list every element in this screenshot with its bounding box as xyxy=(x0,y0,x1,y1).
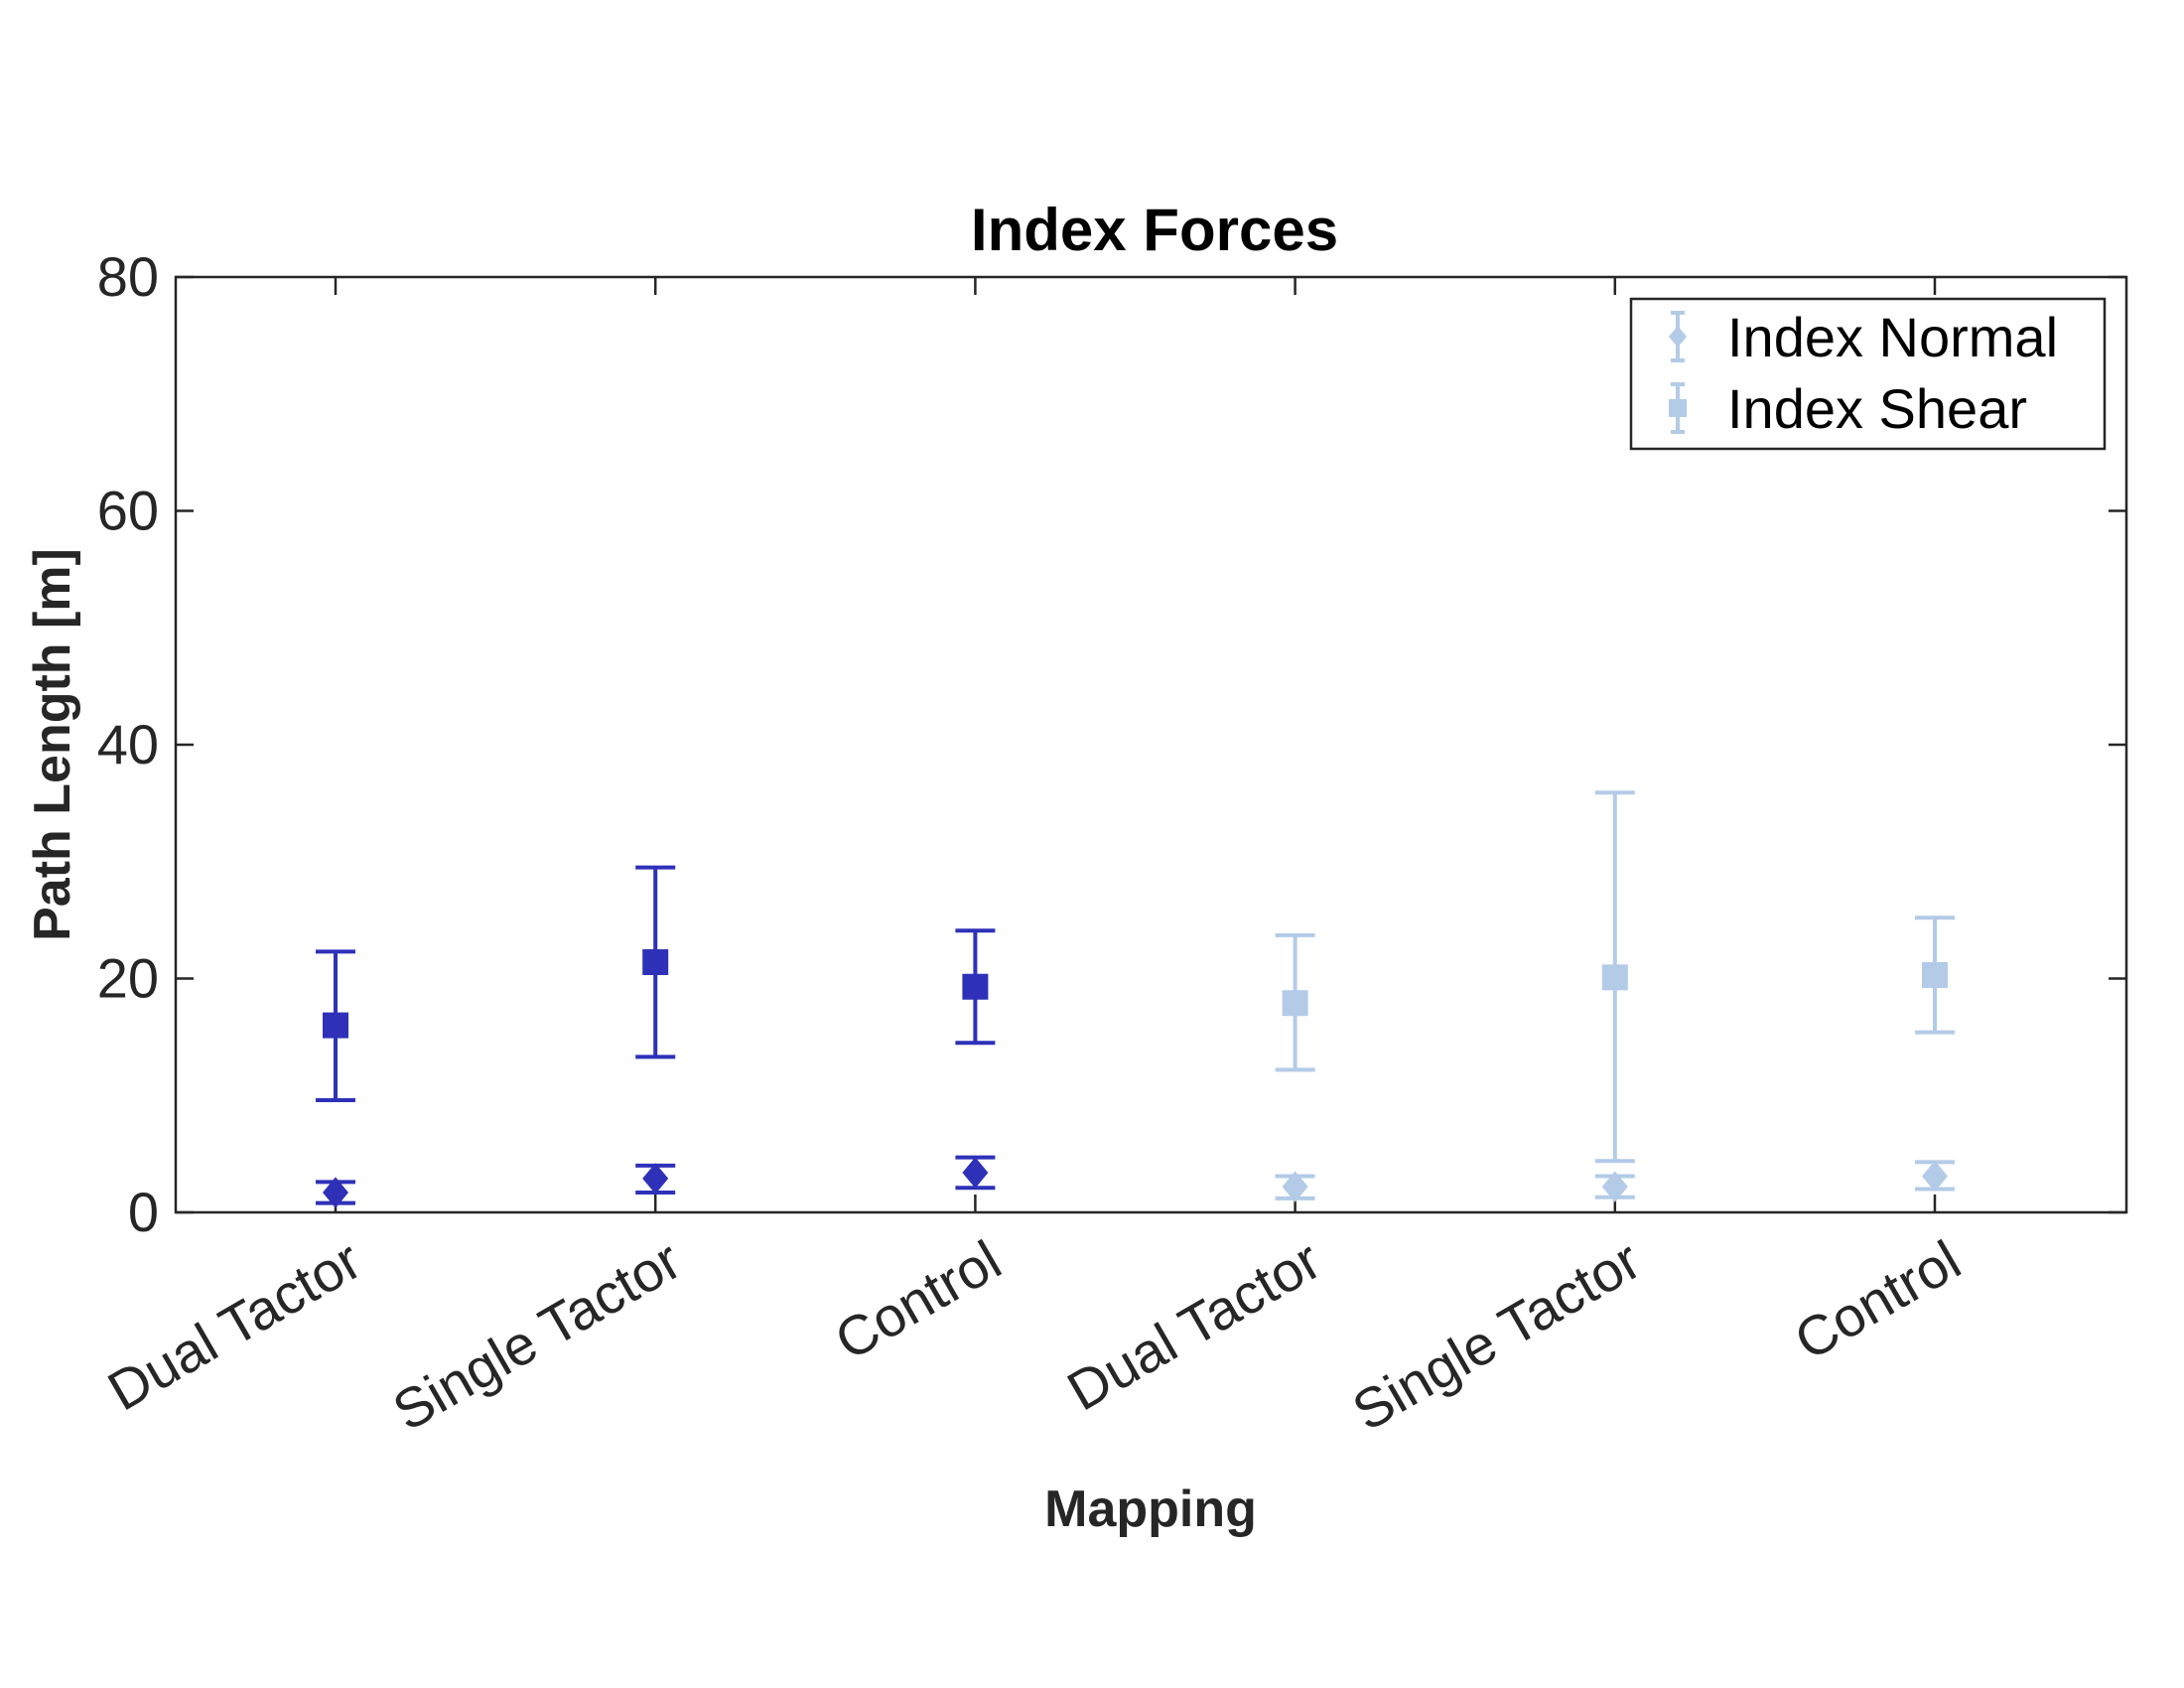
data-point xyxy=(635,865,676,1059)
square-marker xyxy=(962,973,989,1000)
chart-title: Index Forces xyxy=(971,197,1338,263)
square-marker xyxy=(323,1012,348,1039)
plot-marks xyxy=(316,790,1955,1208)
diamond-marker xyxy=(1282,1171,1308,1202)
diamond-marker xyxy=(642,1163,669,1195)
data-point xyxy=(1594,790,1635,1164)
x-tick-label: Dual Tactor xyxy=(1057,1228,1331,1423)
legend-item-index-shear: Index Shear xyxy=(1669,377,2027,440)
y-tick-label: 60 xyxy=(97,480,159,542)
square-marker xyxy=(1282,990,1308,1017)
square-marker xyxy=(1922,961,1948,988)
legend: Index Normal Index Shear xyxy=(1629,297,2107,451)
y-tick-label: 40 xyxy=(97,713,159,775)
y-tick-label: 0 xyxy=(128,1181,159,1243)
data-point xyxy=(955,1155,996,1191)
legend-item-index-normal: Index Normal xyxy=(1669,306,2058,368)
square-marker xyxy=(642,949,669,976)
diamond-marker xyxy=(1601,1171,1628,1202)
y-tick-label: 20 xyxy=(97,947,159,1010)
x-tick-label: Single Tactor xyxy=(382,1228,691,1443)
data-point xyxy=(1915,915,1955,1035)
data-point xyxy=(316,949,355,1102)
legend-square-marker xyxy=(1669,399,1687,417)
y-tick-label: 80 xyxy=(97,245,159,308)
legend-box xyxy=(1629,297,2107,451)
diamond-marker xyxy=(323,1177,348,1208)
y-axis: 0 20 40 60 80 xyxy=(97,245,2126,1243)
x-tick-label: Dual Tactor xyxy=(97,1228,371,1423)
series-index-shear xyxy=(316,790,1955,1164)
diamond-marker xyxy=(1922,1160,1948,1193)
series-index-normal xyxy=(316,1155,1955,1208)
square-marker xyxy=(1601,964,1628,991)
data-point xyxy=(316,1177,355,1208)
x-tick-label: Single Tactor xyxy=(1342,1228,1651,1443)
data-point xyxy=(1275,1171,1315,1202)
data-point xyxy=(1275,932,1315,1072)
y-axis-label: Path Length [m] xyxy=(24,548,81,941)
data-point xyxy=(1594,1171,1635,1202)
diamond-marker xyxy=(962,1157,989,1189)
legend-label: Index Normal xyxy=(1727,306,2058,368)
data-point xyxy=(1915,1160,1955,1193)
legend-diamond-marker xyxy=(1669,326,1687,348)
data-point xyxy=(955,928,996,1046)
x-tick-label: Control xyxy=(1784,1228,1971,1372)
x-axis-label: Mapping xyxy=(1044,1480,1257,1538)
legend-label: Index Shear xyxy=(1727,377,2027,440)
data-point xyxy=(635,1163,676,1195)
x-tick-label: Control xyxy=(825,1228,1012,1372)
